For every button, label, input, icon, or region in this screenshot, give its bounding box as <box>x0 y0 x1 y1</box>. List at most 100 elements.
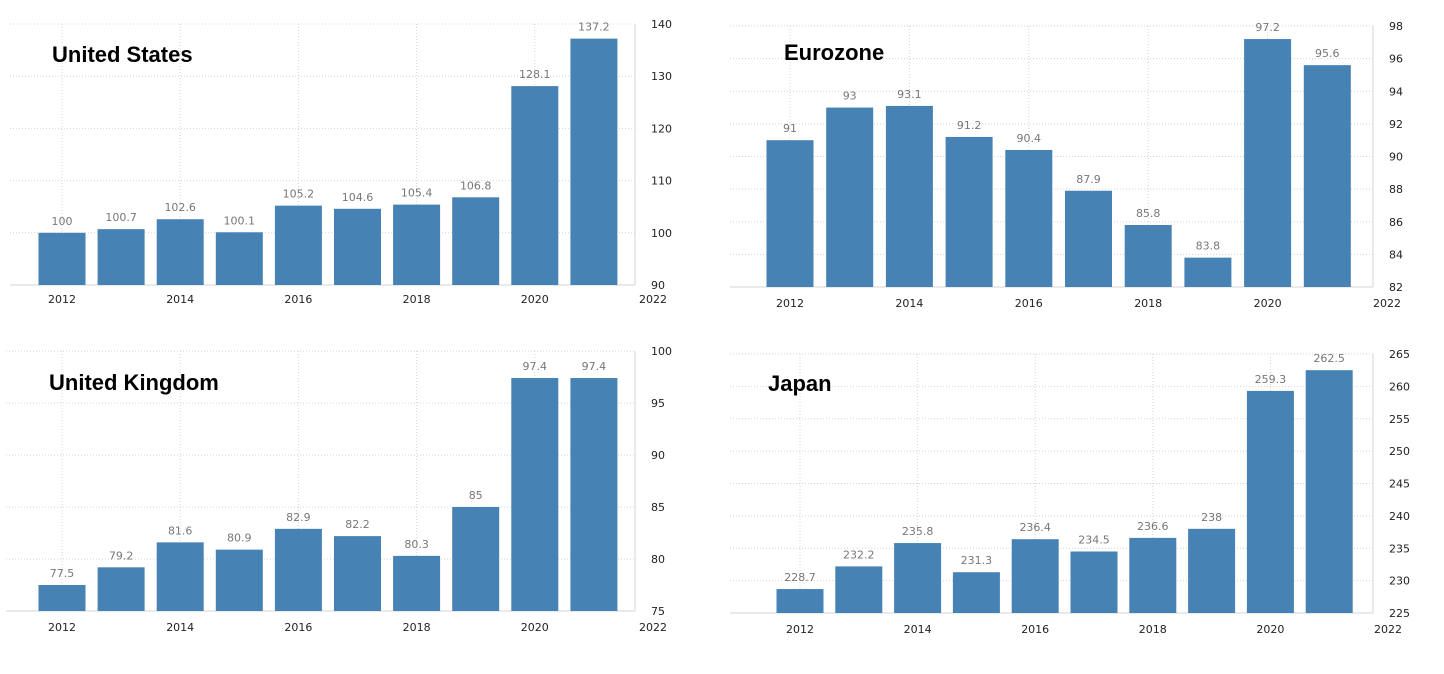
bar <box>511 86 559 285</box>
x-tick-label: 2022 <box>639 293 667 306</box>
bar <box>776 589 824 613</box>
x-tick-label: 2014 <box>895 297 923 310</box>
bar <box>1246 390 1294 613</box>
bar <box>156 542 204 611</box>
y-tick-label: 88 <box>1389 183 1403 196</box>
y-tick-label: 96 <box>1389 53 1403 66</box>
y-tick-label: 94 <box>1389 85 1403 98</box>
bar <box>826 107 874 287</box>
data-label: 93 <box>843 90 857 103</box>
bar <box>511 378 559 611</box>
bar <box>1011 539 1059 613</box>
y-tick-label: 90 <box>651 449 665 462</box>
y-tick-label: 100 <box>651 227 672 240</box>
bar <box>1070 551 1118 613</box>
chart-svg: 75 80 85 90 95 100 2012 2014 2016 2018 2020 2022 77.… <box>6 345 672 634</box>
data-label: 80.9 <box>227 532 252 545</box>
chart-title: Eurozone <box>784 40 885 65</box>
x-tick-label: 2018 <box>1134 297 1162 310</box>
y-tick-label: 255 <box>1389 413 1410 426</box>
data-label: 97.4 <box>582 360 607 373</box>
chart-svg: 82 84 86 88 90 92 94 96 98 2012 2014 2016 2018 2020 20… <box>730 20 1403 310</box>
data-label: 97.4 <box>523 360 548 373</box>
bar <box>1065 190 1112 287</box>
y-tick-label: 84 <box>1389 248 1403 261</box>
y-tick-label: 100 <box>651 345 672 358</box>
bar <box>835 566 883 613</box>
chart-svg: 90 100 110 120 130 140 2012 2014 2016 2018 2020 202… <box>10 18 672 306</box>
y-tick-label: 95 <box>651 397 665 410</box>
data-label: 82.2 <box>345 518 370 531</box>
chart-title: United Kingdom <box>49 370 219 395</box>
bar <box>97 229 145 285</box>
x-tick-label: 2012 <box>786 623 814 636</box>
y-tick-label: 85 <box>651 501 665 514</box>
data-label: 231.3 <box>961 554 993 567</box>
bar <box>393 204 441 285</box>
data-label: 83.8 <box>1196 240 1221 253</box>
data-label: 106.8 <box>460 179 492 192</box>
x-tick-label: 2014 <box>904 623 932 636</box>
data-label: 87.9 <box>1076 173 1101 186</box>
x-tick-label: 2022 <box>1374 623 1402 636</box>
y-tick-label: 92 <box>1389 118 1403 131</box>
bar <box>885 105 933 288</box>
y-tick-label: 250 <box>1389 445 1410 458</box>
y-tick-label: 80 <box>651 553 665 566</box>
y-tick-label: 225 <box>1389 607 1410 620</box>
bar <box>1124 225 1172 287</box>
x-tick-label: 2018 <box>1139 623 1167 636</box>
chart-panel-japan: 225 230 235 240 245 250 255 260 265 2012 2014 2016 2… <box>722 330 1444 674</box>
data-label: 91.2 <box>957 119 982 132</box>
chart-title: United States <box>52 42 193 67</box>
data-label: 238 <box>1201 511 1222 524</box>
x-tick-label: 2016 <box>284 293 312 306</box>
data-label: 77.5 <box>50 567 75 580</box>
x-tick-label: 2022 <box>1373 297 1401 310</box>
bar <box>156 219 204 285</box>
bar <box>38 585 86 611</box>
chart-panel-united-kingdom: 75 80 85 90 95 100 2012 2014 2016 2018 2020 2022 77.… <box>0 330 720 674</box>
x-tick-label: 2012 <box>776 297 804 310</box>
bar <box>215 232 263 285</box>
x-tick-label: 2016 <box>284 621 312 634</box>
data-label: 81.6 <box>168 524 193 537</box>
data-label: 236.4 <box>1019 521 1050 534</box>
y-tick-label: 120 <box>651 122 672 135</box>
x-tick-label: 2016 <box>1021 623 1049 636</box>
x-tick-label: 2020 <box>521 621 549 634</box>
x-tick-label: 2012 <box>48 621 76 634</box>
x-tick-label: 2018 <box>403 621 431 634</box>
bar <box>952 572 1000 613</box>
data-label: 102.6 <box>164 201 196 214</box>
data-label: 236.6 <box>1137 520 1169 533</box>
y-tick-label: 235 <box>1389 542 1410 555</box>
y-tick-label: 240 <box>1389 510 1410 523</box>
y-tick-label: 110 <box>651 175 672 188</box>
chart-panel-united-states: 90 100 110 120 130 140 2012 2014 2016 2018 2020 202… <box>0 0 720 330</box>
bar <box>1305 370 1353 613</box>
x-tick-label: 2020 <box>1254 297 1282 310</box>
bar <box>945 136 993 287</box>
data-label: 100.1 <box>224 214 256 227</box>
bar <box>274 528 322 611</box>
bar <box>334 208 381 285</box>
x-tick-label: 2016 <box>1015 297 1043 310</box>
chart-svg: 225 230 235 240 245 250 255 260 265 2012 2014 2016 2… <box>730 348 1410 636</box>
y-tick-label: 82 <box>1389 281 1403 294</box>
data-label: 80.3 <box>404 538 429 551</box>
data-label: 82.9 <box>286 511 311 524</box>
bar <box>452 197 500 285</box>
data-label: 105.2 <box>283 188 315 201</box>
bar <box>1188 528 1236 613</box>
data-label: 259.3 <box>1255 373 1287 386</box>
bar <box>570 378 618 611</box>
bar <box>894 543 942 613</box>
y-tick-label: 140 <box>651 18 672 31</box>
x-tick-label: 2022 <box>639 621 667 634</box>
data-label: 234.5 <box>1078 533 1110 546</box>
data-label: 100 <box>52 215 73 228</box>
y-tick-label: 90 <box>651 279 665 292</box>
bar <box>97 567 145 611</box>
data-label: 95.6 <box>1315 47 1340 60</box>
